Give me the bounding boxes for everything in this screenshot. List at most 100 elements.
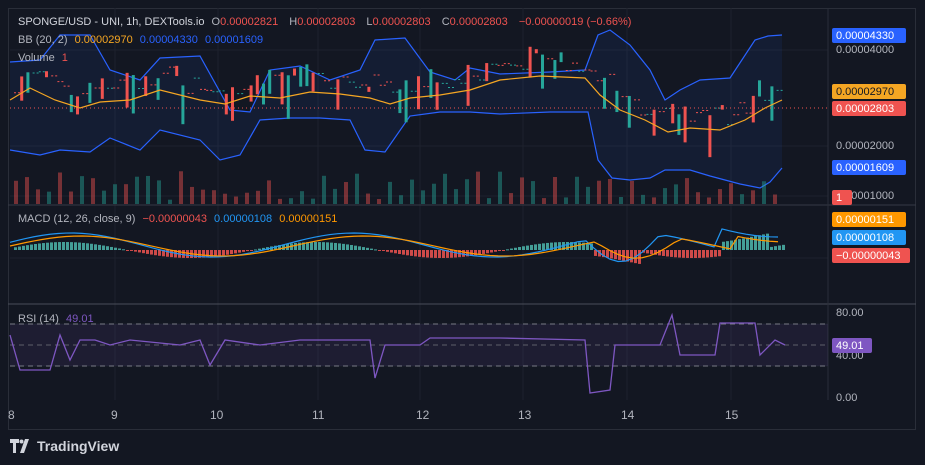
volume-bar <box>597 180 601 204</box>
open-label: O <box>211 16 221 28</box>
macd-hist-bar <box>214 250 217 257</box>
candle <box>181 85 185 125</box>
macd-hist-bar <box>510 248 513 250</box>
macd-hist-bar <box>250 250 253 251</box>
symbol-title[interactable]: SPONGE/USD - UNI, 1h, DEXTools.io <box>18 16 205 28</box>
macd-hist-bar <box>118 248 121 250</box>
volume-label: Volume <box>18 52 55 64</box>
high-value: 0.00002803 <box>297 16 356 28</box>
candle <box>249 85 253 102</box>
volume-bar <box>267 180 271 204</box>
macd-hist-bar <box>126 250 129 251</box>
candle <box>293 68 296 76</box>
macd-signal-line <box>9 235 779 259</box>
macd-hist-bar <box>606 250 609 258</box>
bb-lower-value: 0.00001609 <box>204 34 264 46</box>
time-axis-label: 8 <box>8 408 15 422</box>
macd-hist-bar <box>386 250 389 252</box>
macd-hist-bar <box>342 243 345 250</box>
candle <box>751 95 755 123</box>
candle <box>311 72 315 92</box>
macd-hist-bar <box>658 250 661 256</box>
macd-hist-bar <box>334 242 337 250</box>
macd-hist-bar <box>550 242 553 250</box>
time-axis-label: 11 <box>312 408 325 422</box>
macd-label: MACD (12, 26, close, 9) <box>18 213 136 225</box>
macd-hist-bar <box>22 245 25 250</box>
candle <box>758 80 761 97</box>
bb-label: BB (20, 2) <box>18 34 68 46</box>
macd-hist-bar <box>434 250 437 258</box>
macd-hist-bar <box>66 242 69 250</box>
candle <box>541 54 544 89</box>
rsi-axis-tick: 80.00 <box>836 307 864 319</box>
macd-legend[interactable]: MACD (12, 26, close, 9) −0.00000043 0.00… <box>18 213 341 225</box>
macd-hist-bar <box>166 250 169 257</box>
volume-bar <box>91 178 95 204</box>
volume-bar <box>300 191 304 204</box>
macd-hist-bar <box>106 246 109 250</box>
macd-hist-bar <box>254 249 257 251</box>
macd-hist-bar <box>582 242 585 250</box>
macd-hist-bar <box>406 250 409 256</box>
candle <box>627 95 631 128</box>
macd-hist-bar <box>710 250 713 258</box>
macd-hist-bar <box>258 248 261 250</box>
macd-hist-bar <box>398 250 401 255</box>
macd-hist-bar <box>46 242 49 250</box>
macd-hist-bar <box>230 250 233 255</box>
macd-hist-bar <box>730 240 733 250</box>
macd-hist-bar <box>158 250 161 256</box>
macd-hist-bar <box>678 250 681 258</box>
macd-hist-bar <box>210 250 213 257</box>
macd-hist-bar <box>154 250 157 256</box>
candle <box>125 72 129 108</box>
macd-hist-bar <box>382 250 385 251</box>
volume-bar <box>377 199 381 204</box>
volume-bar <box>278 198 282 204</box>
macd-hist-bar <box>454 250 457 258</box>
time-axis-label: 12 <box>416 408 430 422</box>
macd-hist-bar <box>594 250 597 256</box>
macd-hist-bar <box>602 250 605 258</box>
tradingview-logo[interactable]: TradingView <box>10 438 119 454</box>
macd-hist-bar <box>630 250 633 263</box>
macd-hist-bar <box>778 245 781 250</box>
macd-hist-bar <box>274 245 277 250</box>
volume-bar <box>179 171 183 204</box>
volume-legend[interactable]: Volume 1 <box>18 52 72 64</box>
volume-bar <box>201 189 205 204</box>
rsi-legend[interactable]: RSI (14) 49.01 <box>18 313 98 325</box>
macd-hist-bar <box>14 247 17 250</box>
macd-hist-bar <box>462 250 465 257</box>
candle <box>131 75 135 114</box>
candle <box>404 80 408 123</box>
volume-bar <box>564 197 568 204</box>
macd-hist-bar <box>354 245 357 250</box>
volume-bar <box>740 194 744 204</box>
candle <box>429 69 433 98</box>
macd-hist-bar <box>494 250 497 252</box>
macd-hist-bar <box>122 249 125 251</box>
macd-hist-bar <box>650 250 653 255</box>
macd-hist-bar <box>706 250 709 258</box>
macd-hist-bar <box>362 247 365 250</box>
macd-hist-bar <box>418 250 421 257</box>
volume-bar <box>234 196 238 204</box>
macd-hist-bar <box>686 250 689 258</box>
candle <box>268 69 272 94</box>
candles <box>14 46 783 158</box>
candle <box>156 78 160 100</box>
macd-hist-bar <box>206 250 209 258</box>
chart-frame <box>8 8 916 430</box>
time-axis-label: 10 <box>210 408 224 422</box>
bb-basis-value: 0.00002970 <box>74 34 133 46</box>
candle <box>553 60 557 79</box>
bb-legend[interactable]: BB (20, 2) 0.00002970 0.00004330 0.00001… <box>18 34 267 46</box>
macd-hist-bar <box>246 250 249 252</box>
macd-hist-bar <box>202 250 205 258</box>
volume-bar <box>707 197 711 204</box>
macd-hist-bar <box>314 242 317 250</box>
volume-bar <box>322 175 326 204</box>
